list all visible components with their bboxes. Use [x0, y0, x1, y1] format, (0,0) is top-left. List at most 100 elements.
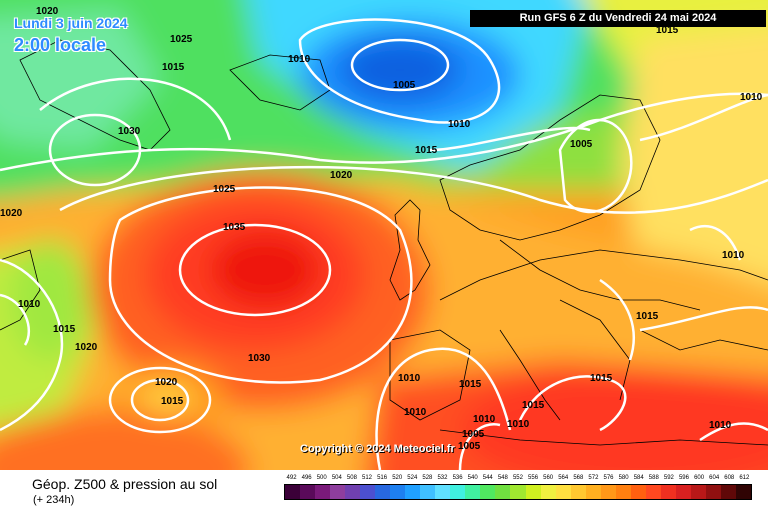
scale-tick-label: 564 — [558, 475, 569, 481]
scale-tick-label: 560 — [543, 475, 554, 481]
isobar-label: 1010 — [722, 250, 745, 261]
scale-tick-label: 508 — [346, 475, 357, 481]
scale-swatch — [330, 485, 346, 499]
scale-tick-label: 576 — [603, 475, 614, 481]
scale-tick-label: 596 — [678, 475, 689, 481]
isobar-label: 1010 — [448, 119, 471, 130]
scale-tick-label: 512 — [362, 475, 373, 481]
scale-tick-label: 588 — [648, 475, 659, 481]
isobar-label: 1015 — [415, 145, 438, 156]
scale-tick-label: 516 — [377, 475, 388, 481]
scale-swatch — [465, 485, 481, 499]
scale-tick-label: 604 — [709, 475, 720, 481]
isobar-label: 1010 — [18, 299, 41, 310]
scale-tick-label: 528 — [422, 475, 433, 481]
scale-swatch — [450, 485, 466, 499]
isobar-label: 1035 — [223, 222, 246, 233]
coastlines — [0, 39, 768, 446]
isobar-label: 1015 — [636, 311, 659, 322]
forecast-offset: (+ 234h) — [33, 494, 75, 506]
isobar-label: 1020 — [36, 6, 59, 17]
scale-tick-label: 580 — [618, 475, 629, 481]
scale-tick-label: 496 — [301, 475, 312, 481]
isobar-label: 1005 — [570, 139, 593, 150]
geopotential-field — [0, 0, 768, 470]
scale-swatch — [525, 485, 541, 499]
isobar-labels: 1020 1025 1015 1010 1005 1010 1015 1005 … — [0, 6, 763, 452]
scale-tick-label: 608 — [724, 475, 735, 481]
scale-tick-label: 584 — [633, 475, 644, 481]
isobar-label: 1015 — [656, 25, 679, 36]
isobar-label: 1015 — [522, 400, 545, 411]
scale-swatch — [720, 485, 736, 499]
run-banner: Run GFS 6 Z du Vendredi 24 mai 2024 — [470, 10, 766, 27]
scale-swatch — [660, 485, 676, 499]
weather-map: 1020 1025 1015 1010 1005 1010 1015 1005 … — [0, 0, 768, 470]
isobar-label: 1020 — [155, 377, 178, 388]
scale-color-bar — [284, 484, 752, 500]
isobar-label: 1010 — [398, 373, 421, 384]
scale-swatch — [345, 485, 361, 499]
scale-tick-label: 536 — [452, 475, 463, 481]
scale-tick-label: 500 — [316, 475, 327, 481]
scale-tick-label: 544 — [482, 475, 493, 481]
scale-tick-label: 552 — [512, 475, 523, 481]
isobar-label: 1010 — [288, 54, 311, 65]
scale-swatch — [705, 485, 721, 499]
copyright-text: Copyright © 2024 Meteociel.fr — [300, 443, 455, 455]
scale-swatch — [435, 485, 451, 499]
scale-swatch — [630, 485, 646, 499]
scale-tick-label: 556 — [528, 475, 539, 481]
isobar-label: 1010 — [709, 420, 732, 431]
scale-swatch — [285, 485, 301, 499]
isobar-label: 1005 — [393, 80, 416, 91]
scale-swatch — [540, 485, 556, 499]
scale-swatch — [600, 485, 616, 499]
isobar-label: 1025 — [213, 184, 236, 195]
scale-swatch — [360, 485, 376, 499]
scale-tick-label: 548 — [497, 475, 508, 481]
isobar-label: 1015 — [459, 379, 482, 390]
scale-tick-label: 504 — [331, 475, 342, 481]
isobar-label: 1020 — [75, 342, 98, 353]
scale-swatch — [585, 485, 601, 499]
scale-swatch — [420, 485, 436, 499]
legend-panel: Géop. Z500 & pression au sol (+ 234h) 49… — [0, 470, 768, 512]
isobar-label: 1025 — [170, 34, 193, 45]
scale-tick-label: 540 — [467, 475, 478, 481]
scale-swatch — [510, 485, 526, 499]
scale-tick-label: 612 — [739, 475, 750, 481]
isobar-label: 1015 — [162, 62, 185, 73]
scale-swatch — [495, 485, 511, 499]
map-canvas: 1020 1025 1015 1010 1005 1010 1015 1005 … — [0, 0, 768, 470]
scale-swatch — [645, 485, 661, 499]
scale-swatch — [405, 485, 421, 499]
isobar-label: 1005 — [462, 429, 485, 440]
scale-swatch — [300, 485, 316, 499]
isobar-label: 1010 — [473, 414, 496, 425]
scale-tick-label: 572 — [588, 475, 599, 481]
scale-swatch — [375, 485, 391, 499]
scale-swatch — [315, 485, 331, 499]
scale-swatch — [675, 485, 691, 499]
scale-tick-labels: 492 496 500 504 508 512 516 520 524 528 532 536 540 5… — [284, 472, 752, 484]
scale-tick-label: 524 — [407, 475, 418, 481]
scale-swatch — [615, 485, 631, 499]
isobars — [0, 18, 768, 470]
map-title: Géop. Z500 & pression au sol — [32, 476, 218, 492]
scale-swatch — [480, 485, 496, 499]
scale-tick-label: 600 — [694, 475, 705, 481]
scale-tick-label: 532 — [437, 475, 448, 481]
isobar-label: 1005 — [458, 441, 481, 452]
forecast-time: 2:00 locale — [14, 35, 107, 55]
scale-tick-label: 520 — [392, 475, 403, 481]
scale-swatch — [555, 485, 571, 499]
scale-swatch — [735, 485, 751, 499]
isobar-label: 1010 — [740, 92, 763, 103]
isobar-label: 1020 — [0, 208, 23, 219]
scale-swatch — [690, 485, 706, 499]
color-scale: 492 496 500 504 508 512 516 520 524 528 532 536 540 5… — [284, 472, 752, 500]
isobar-label: 1020 — [330, 170, 353, 181]
forecast-date: Lundi 3 juin 2024 — [14, 15, 128, 31]
scale-tick-label: 492 — [286, 475, 297, 481]
